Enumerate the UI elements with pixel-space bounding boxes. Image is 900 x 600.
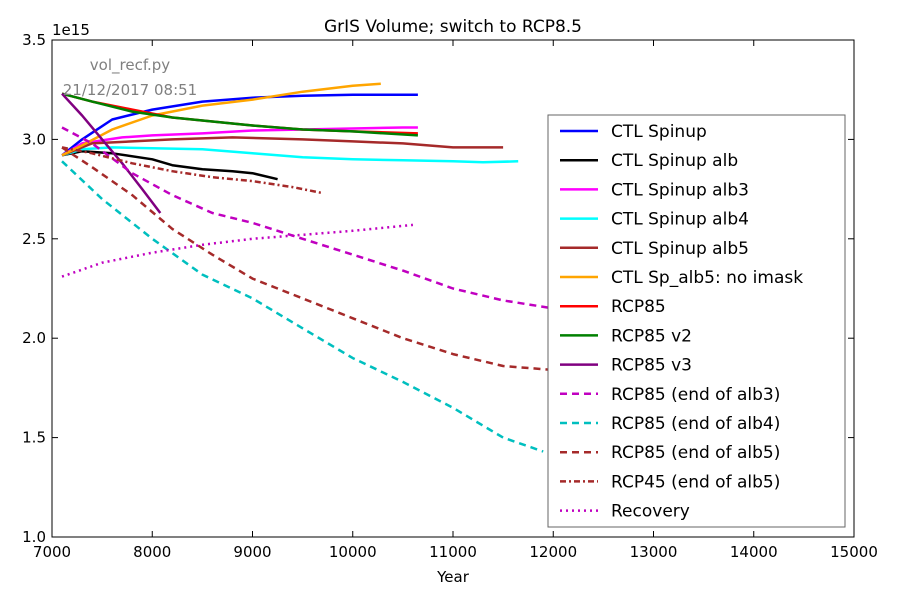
legend-label-1: CTL Spinup alb: [611, 151, 738, 171]
series-line-7: [61, 92, 418, 137]
x-tick-label-1: 8000: [133, 543, 171, 561]
legend-label-5: CTL Sp_alb5: no imask: [611, 268, 803, 288]
annotation-timestamp: 21/12/2017 08:51: [63, 81, 197, 99]
legend-label-0: CTL Spinup: [611, 122, 707, 142]
series-line-4: [61, 136, 504, 157]
legend-label-4: CTL Spinup alb5: [611, 239, 749, 259]
x-tick-label-3: 10000: [329, 543, 377, 561]
x-axis-label: Year: [436, 568, 470, 586]
series-line-3: [61, 146, 519, 164]
series-line-10: [61, 160, 544, 453]
x-tick-label-5: 12000: [529, 543, 577, 561]
x-tick-label-4: 11000: [429, 543, 477, 561]
legend-label-7: RCP85 v2: [611, 326, 692, 346]
axis-ticks: 7000 8000 9000 10000 11000 12000 13000 14000 150…: [22, 31, 878, 561]
legend-label-10: RCP85 (end of alb4): [611, 414, 780, 434]
legend-label-8: RCP85 v3: [611, 356, 692, 376]
legend-label-11: RCP85 (end of alb5): [611, 443, 780, 463]
series-line-1: [61, 150, 278, 181]
chart-title: GrIS Volume; switch to RCP8.5: [324, 17, 582, 37]
legend-label-6: RCP85: [611, 297, 666, 317]
legend-label-13: Recovery: [611, 502, 690, 522]
series-line-12: [61, 146, 323, 195]
series-line-0: [61, 93, 418, 157]
legend-label-12: RCP45 (end of alb5): [611, 472, 780, 492]
x-tick-label-0: 7000: [33, 543, 71, 561]
x-tick-label-6: 13000: [630, 543, 678, 561]
legend-label-2: CTL Spinup alb3: [611, 180, 749, 200]
y-tick-label-1: 1.5: [22, 429, 46, 447]
y-tick-label-3: 2.5: [22, 230, 46, 248]
legend-label-9: RCP85 (end of alb3): [611, 385, 780, 405]
x-tick-label-7: 14000: [730, 543, 778, 561]
series-line-13: [61, 223, 414, 278]
y-axis-offset-label: 1e15: [52, 21, 90, 39]
y-tick-label-4: 3.0: [22, 130, 46, 148]
legend-label-3: CTL Spinup alb4: [611, 210, 749, 230]
x-tick-label-2: 9000: [233, 543, 271, 561]
legend: CTL Spinup CTL Spinup alb CTL Spinup alb3 C…: [547, 114, 846, 528]
series-line-5: [61, 82, 381, 157]
series-line-8: [61, 92, 162, 214]
annotation-script-name: vol_recf.py: [90, 56, 171, 75]
x-tick-label-8: 15000: [830, 543, 878, 561]
series-line-11: [61, 146, 584, 382]
y-tick-label-0: 1.0: [22, 528, 46, 546]
legend-frame: [547, 114, 846, 528]
y-tick-label-5: 3.5: [22, 31, 46, 49]
y-tick-label-2: 2.0: [22, 329, 46, 347]
